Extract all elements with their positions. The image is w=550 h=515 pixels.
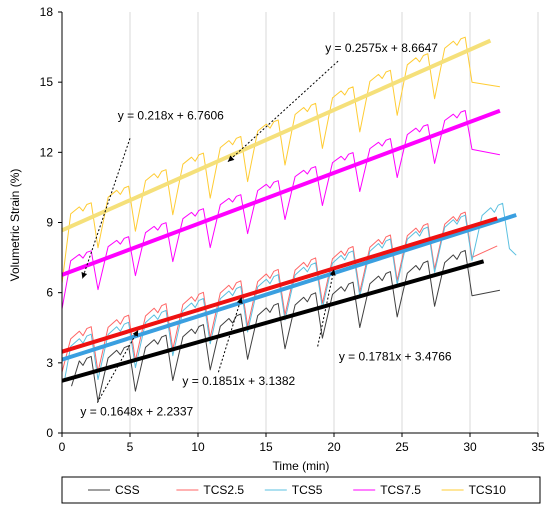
annotation-arrow bbox=[81, 138, 131, 279]
legend-label: TCS5 bbox=[292, 483, 323, 497]
legend-label: TCS7.5 bbox=[380, 483, 421, 497]
y-tick-label: 15 bbox=[40, 75, 54, 89]
x-tick-label: 35 bbox=[531, 440, 545, 454]
annotation-arrow bbox=[227, 60, 339, 163]
x-tick-label: 5 bbox=[127, 440, 134, 454]
legend-label: CSS bbox=[115, 483, 140, 497]
x-tick-label: 20 bbox=[327, 440, 341, 454]
annotation-label: y = 0.1648x + 2.2337 bbox=[80, 404, 193, 418]
x-tick-label: 15 bbox=[259, 440, 273, 454]
y-tick-label: 9 bbox=[46, 216, 53, 230]
y-tick-label: 12 bbox=[40, 145, 54, 159]
legend-label: TCS2.5 bbox=[203, 483, 244, 497]
annotation-arrow bbox=[217, 297, 243, 373]
series-line-css bbox=[71, 249, 500, 403]
legend: CSS TCS2.5 TCS5 TCS7.5 TCS10 bbox=[61, 476, 541, 504]
trendline-tcs7-5 bbox=[61, 108, 501, 277]
axes-layer: 0 5 10 15 20 25 30 35 0 3 6 9 12 15 18 bbox=[40, 5, 545, 454]
grid-layer bbox=[129, 12, 539, 433]
series-line-tcs2-5 bbox=[61, 211, 498, 373]
y-tick-label: 3 bbox=[46, 356, 53, 370]
x-tick-label: 0 bbox=[59, 440, 66, 454]
x-axis-title: Time (min) bbox=[273, 459, 330, 473]
x-tick-label: 30 bbox=[463, 440, 477, 454]
x-tick-label: 25 bbox=[395, 440, 409, 454]
annotation-label: y = 0.2575x + 8.6647 bbox=[325, 41, 438, 55]
series-line-tcs7-5 bbox=[61, 110, 500, 310]
y-axis-title: Volumetric Strain (%) bbox=[8, 169, 22, 282]
legend-label: TCS10 bbox=[469, 483, 507, 497]
annot-layer: y = 0.2575x + 8.6647 y = 0.218x + 6.7606 y… bbox=[80, 41, 451, 419]
trendline-css bbox=[61, 259, 485, 383]
trendline-tcs10 bbox=[61, 38, 492, 233]
annotation-label: y = 0.218x + 6.7606 bbox=[118, 109, 224, 123]
annotation-arrow bbox=[96, 329, 139, 403]
annotation-arrow bbox=[317, 269, 336, 347]
series-line-tcs10 bbox=[61, 36, 500, 284]
y-tick-label: 0 bbox=[46, 426, 53, 440]
y-tick-label: 18 bbox=[40, 5, 54, 19]
x-tick-label: 10 bbox=[191, 440, 205, 454]
annotation-label: y = 0.1851x + 3.1382 bbox=[182, 374, 295, 388]
annotation-label: y = 0.1781x + 3.4766 bbox=[339, 349, 452, 363]
y-tick-label: 6 bbox=[46, 286, 53, 300]
trendline-tcs2-5 bbox=[61, 216, 498, 354]
